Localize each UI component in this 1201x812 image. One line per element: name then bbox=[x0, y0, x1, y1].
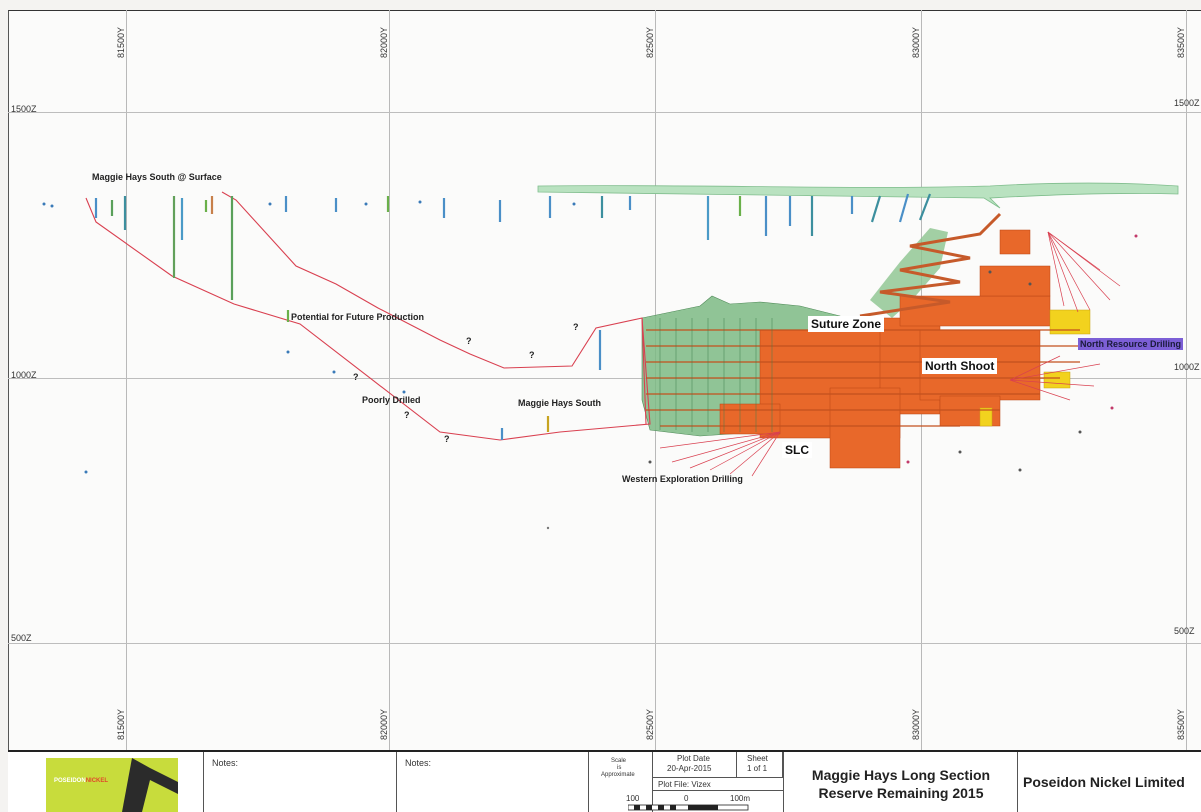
grid-line-82000 bbox=[389, 10, 390, 750]
scale-mid: 0 bbox=[684, 794, 689, 803]
grid-line-500z bbox=[8, 643, 1201, 644]
scale-left: 100 bbox=[626, 794, 640, 803]
label-north-shoot: North Shoot bbox=[922, 358, 998, 374]
label-poorly-drilled: Poorly Drilled bbox=[362, 395, 421, 405]
scale-divider bbox=[653, 790, 783, 791]
logo-graphic bbox=[46, 758, 178, 812]
scale-right: 100m bbox=[730, 794, 751, 803]
title-block: POSEIDONNICKEL Notes: Notes: Scale is Ap… bbox=[8, 750, 1201, 812]
logo-cell: POSEIDONNICKEL bbox=[8, 752, 204, 812]
question-mark: ? bbox=[444, 434, 450, 444]
drawing-title-cell: Maggie Hays Long Section Reserve Remaini… bbox=[783, 752, 1018, 812]
drawing-title-line1: Maggie Hays Long Section bbox=[811, 767, 991, 783]
sheet-label: Sheet bbox=[747, 754, 768, 763]
decline bbox=[859, 212, 1002, 318]
grid-line-1500z bbox=[8, 112, 1201, 113]
elevation-label-right: 1500Z bbox=[1174, 98, 1200, 108]
grid-line-83500 bbox=[1186, 10, 1187, 750]
company-name: Poseidon Nickel Limited bbox=[1023, 774, 1185, 790]
mine-levels bbox=[646, 329, 1080, 427]
elevation-label-left: 500Z bbox=[11, 633, 32, 643]
sheet-cell: Sheet 1 of 1 bbox=[737, 752, 783, 778]
notes-label: Notes: bbox=[405, 758, 432, 768]
logo-text: POSEIDONNICKEL bbox=[54, 778, 109, 784]
question-mark: ? bbox=[529, 350, 535, 360]
label-maggie-hays-south: Maggie Hays South bbox=[518, 398, 602, 408]
elevation-label-right: 1000Z bbox=[1174, 362, 1200, 372]
grid-line-81500 bbox=[126, 10, 127, 750]
plot-file: Plot File: Vizex bbox=[658, 780, 711, 789]
north-drill-fan bbox=[1009, 231, 1121, 401]
stope-columns bbox=[659, 318, 773, 432]
scale-bar bbox=[628, 804, 749, 811]
elevation-label-right: 500Z bbox=[1174, 626, 1195, 636]
elevation-label-left: 1000Z bbox=[11, 370, 37, 380]
scale-note-cell: Scale is Approximate bbox=[589, 752, 653, 812]
question-mark: ? bbox=[573, 322, 579, 332]
exploration-outlines bbox=[85, 191, 651, 441]
notes-cell-1: Notes: bbox=[204, 752, 397, 812]
question-mark: ? bbox=[404, 410, 410, 420]
label-north-resource-drilling: North Resource Drilling bbox=[1078, 338, 1184, 350]
scale-note: is bbox=[617, 765, 622, 771]
label-western-drilling: Western Exploration Drilling bbox=[622, 474, 743, 484]
notes-cell-2: Notes: bbox=[397, 752, 589, 812]
sheet-value: 1 of 1 bbox=[747, 764, 768, 773]
grid-line-1000z bbox=[8, 378, 1201, 379]
poseidon-logo: POSEIDONNICKEL bbox=[46, 758, 178, 812]
scale-note: Scale bbox=[611, 758, 627, 764]
surface-topography bbox=[537, 182, 1179, 209]
label-slc: SLC bbox=[782, 442, 812, 458]
label-future-production: Potential for Future Production bbox=[291, 312, 424, 322]
long-section-drawing bbox=[42, 182, 1179, 530]
elevation-label-left: 1500Z bbox=[11, 104, 37, 114]
orebody-blocks bbox=[719, 229, 1051, 469]
label-suture-zone: Suture Zone bbox=[808, 316, 885, 332]
drill-hole-traces bbox=[94, 193, 932, 440]
plot-date-label: Plot Date bbox=[677, 754, 710, 763]
plot-date-value: 20-Apr-2015 bbox=[667, 764, 712, 773]
drill-hole-dots bbox=[42, 200, 1138, 530]
western-drill-fan bbox=[659, 431, 781, 477]
plot-date-cell: Plot Date 20-Apr-2015 bbox=[653, 752, 737, 778]
question-mark: ? bbox=[353, 372, 359, 382]
drawing-title-line2: Reserve Remaining 2015 bbox=[818, 785, 984, 801]
notes-label: Notes: bbox=[212, 758, 239, 768]
scale-note: Approximate bbox=[601, 772, 635, 778]
label-surface: Maggie Hays South @ Surface bbox=[92, 172, 222, 182]
question-mark: ? bbox=[466, 336, 472, 346]
